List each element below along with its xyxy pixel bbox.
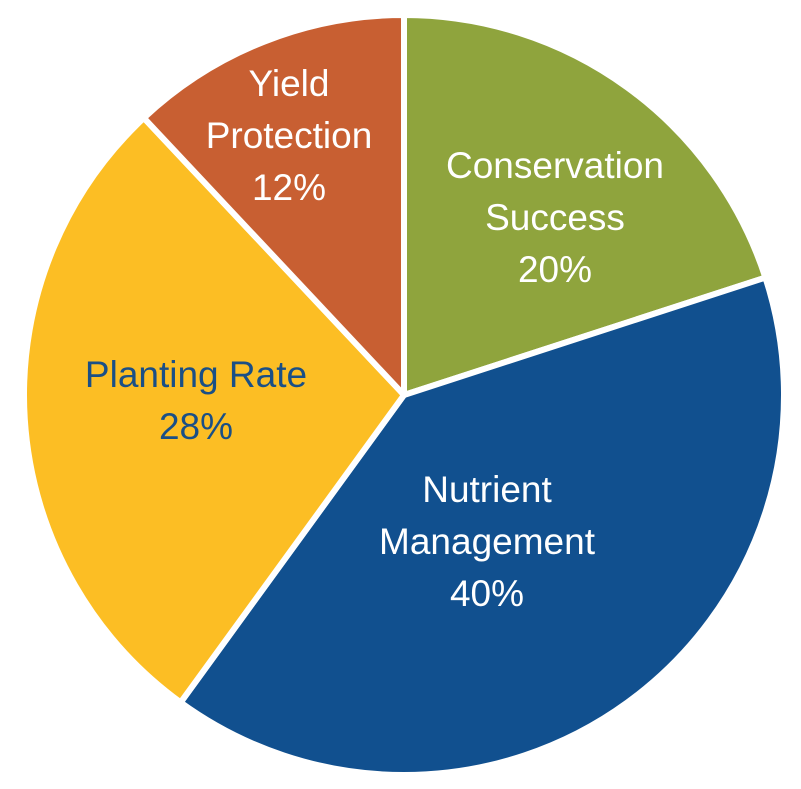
slice-name-line-0-0: Conservation bbox=[446, 145, 664, 186]
pie-slice-1 bbox=[177, 274, 787, 778]
pie-slices bbox=[21, 12, 787, 778]
slice-value-label-3: 12% bbox=[252, 167, 326, 208]
pie-slice-2 bbox=[21, 114, 407, 706]
slice-label-3: Yield Protection 12% bbox=[206, 63, 373, 208]
slice-value-label-0: 20% bbox=[518, 249, 592, 290]
slice-label-1: Nutrient Management 40% bbox=[379, 469, 596, 614]
slice-name-line-3-1: Protection bbox=[206, 115, 373, 156]
slice-name-line-1-0: Nutrient bbox=[422, 469, 552, 510]
pie-slice-3 bbox=[140, 12, 407, 398]
pie-labels: Conservation Success 20% Nutrient Management… bbox=[85, 63, 664, 614]
slice-name-line-0-1: Success bbox=[485, 197, 625, 238]
slice-label-2: Planting Rate 28% bbox=[85, 354, 307, 447]
slice-value-label-2: 28% bbox=[159, 406, 233, 447]
slice-name-line-1-1: Management bbox=[379, 521, 596, 562]
slice-name-line-3-0: Yield bbox=[249, 63, 330, 104]
slice-name-line-2-0: Planting Rate bbox=[85, 354, 307, 395]
slice-value-label-1: 40% bbox=[450, 573, 524, 614]
slice-label-0: Conservation Success 20% bbox=[446, 145, 664, 290]
pie-slice-0 bbox=[401, 12, 769, 398]
